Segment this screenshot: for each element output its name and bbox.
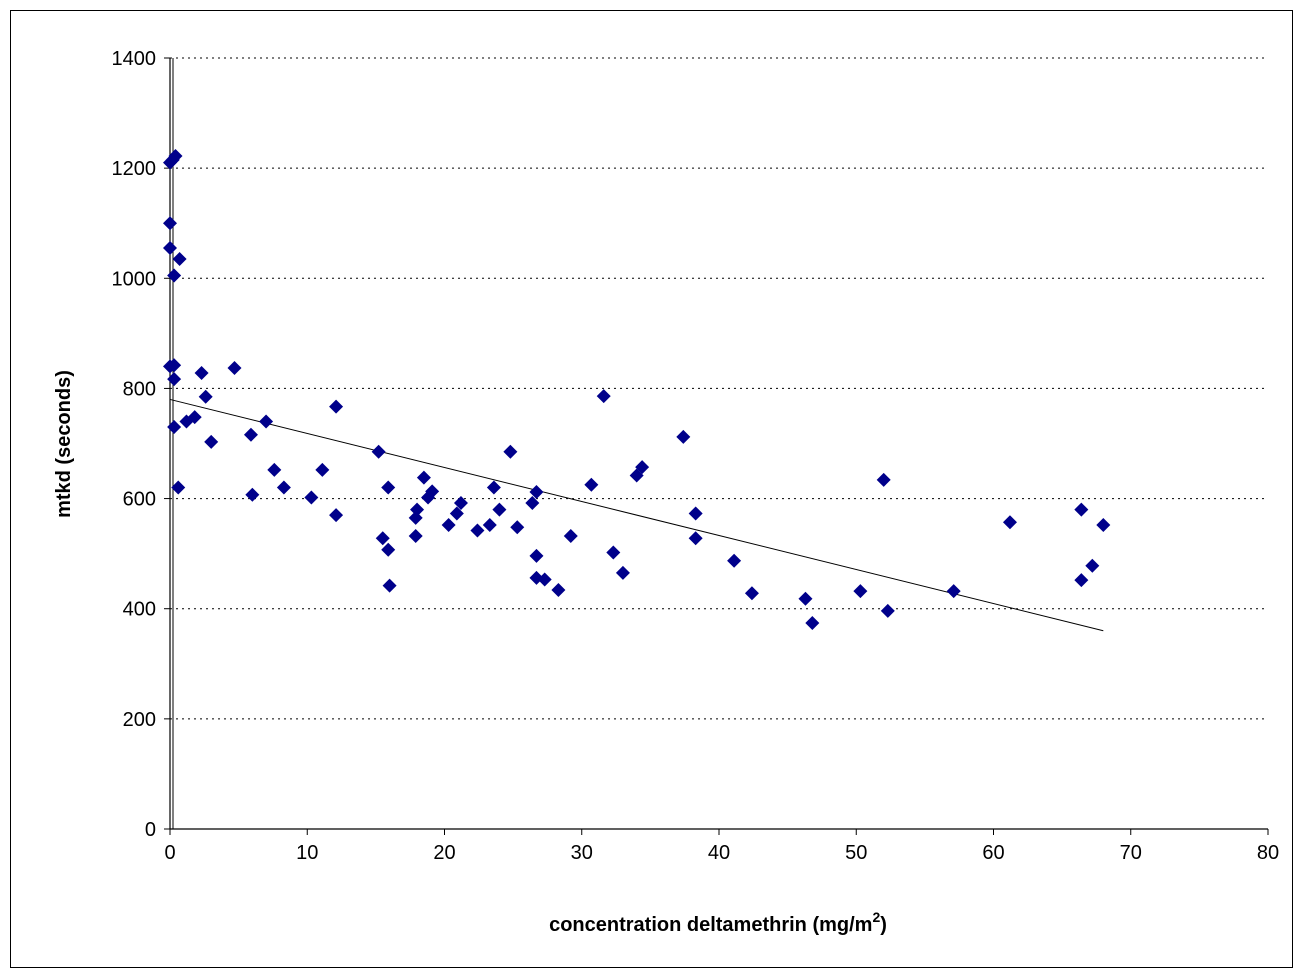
data-point-5	[172, 252, 187, 267]
data-point-21	[267, 462, 282, 477]
data-point-54	[584, 477, 599, 492]
data-point-27	[371, 444, 386, 459]
trendline	[169, 398, 1104, 632]
data-point-38	[441, 518, 456, 533]
data-point-10	[167, 419, 182, 434]
data-point-65	[798, 591, 813, 606]
data-point-39	[449, 506, 464, 521]
x-axis-title: concentration deltamethrin (mg/m2)	[549, 909, 887, 936]
data-point-24	[315, 462, 330, 477]
data-point-14	[194, 366, 209, 381]
data-point-49	[529, 548, 544, 563]
x-tick-label-30: 30	[571, 842, 593, 864]
x-axis-title-superscript: 2	[872, 909, 880, 925]
data-point-11	[171, 480, 186, 495]
data-point-66	[805, 616, 820, 631]
y-tick-label-1400: 1400	[112, 48, 157, 70]
data-point-32	[408, 529, 423, 544]
data-point-9	[167, 372, 182, 387]
data-point-25	[329, 399, 344, 414]
x-tick-label-80: 80	[1257, 842, 1279, 864]
data-point-61	[688, 506, 703, 521]
data-point-46	[510, 520, 525, 535]
x-tick-label-70: 70	[1120, 842, 1142, 864]
data-point-34	[410, 502, 425, 517]
data-point-57	[615, 565, 630, 580]
data-point-4	[163, 240, 177, 255]
data-point-28	[375, 531, 390, 546]
y-tick-label-600: 600	[123, 489, 156, 511]
data-point-55	[596, 389, 611, 404]
x-tick-label-50: 50	[845, 842, 867, 864]
data-point-43	[486, 480, 501, 495]
data-point-42	[482, 518, 497, 533]
y-tick-labels: 0 200 400 600 800 1000 1200 1400	[112, 48, 157, 841]
data-point-69	[880, 603, 895, 618]
data-point-30	[382, 578, 397, 593]
data-points	[163, 149, 1111, 631]
data-point-8	[167, 358, 182, 373]
data-point-19	[245, 487, 260, 502]
y-tick-label-1000: 1000	[112, 268, 157, 290]
data-point-18	[243, 427, 258, 442]
x-tick-labels: 0 10 20 30 40 50 60 70 80	[164, 842, 1279, 864]
y-tick-label-1200: 1200	[112, 158, 157, 180]
y-tick-label-800: 800	[123, 378, 156, 400]
data-point-64	[744, 586, 759, 601]
data-point-53	[563, 529, 578, 544]
data-point-15	[198, 389, 213, 404]
x-tick-label-20: 20	[433, 842, 455, 864]
data-point-72	[1074, 502, 1089, 517]
data-point-35	[416, 470, 431, 485]
data-point-74	[1085, 558, 1100, 573]
data-point-70	[946, 584, 961, 599]
data-point-59	[635, 460, 650, 475]
y-tick-label-0: 0	[145, 819, 156, 841]
x-tick-label-10: 10	[296, 842, 318, 864]
data-point-2	[168, 149, 183, 164]
data-point-67	[853, 584, 868, 599]
data-point-31	[381, 480, 396, 495]
data-point-68	[876, 472, 891, 487]
data-point-75	[1096, 518, 1111, 533]
data-point-22	[276, 480, 291, 495]
data-point-13	[187, 410, 202, 425]
y-tick-label-400: 400	[123, 599, 156, 621]
data-point-51	[537, 572, 552, 587]
data-point-41	[470, 523, 485, 538]
gridlines	[170, 57, 1268, 720]
x-tick-label-40: 40	[708, 842, 730, 864]
chart-frame	[10, 10, 1293, 968]
data-point-52	[551, 582, 566, 597]
data-point-48	[529, 484, 544, 499]
data-point-16	[204, 434, 219, 449]
data-point-26	[329, 508, 344, 523]
y-axis-title: mtkd (seconds)	[53, 370, 75, 518]
data-point-29	[381, 542, 396, 557]
data-point-6	[167, 268, 182, 283]
data-point-37	[425, 484, 440, 499]
data-point-60	[676, 429, 691, 444]
data-point-3	[163, 216, 177, 231]
data-point-56	[606, 545, 621, 560]
data-point-62	[688, 531, 703, 546]
x-tick-label-60: 60	[982, 842, 1004, 864]
data-point-40	[453, 495, 468, 510]
trendline-group	[169, 398, 1104, 632]
data-point-73	[1074, 573, 1089, 588]
x-tick-label-0: 0	[164, 842, 175, 864]
data-point-17	[227, 361, 242, 376]
x-axis-title-main: concentration deltamethrin (mg/m	[549, 914, 872, 936]
data-point-44	[492, 502, 507, 517]
data-point-20	[259, 414, 274, 429]
data-point-45	[503, 444, 518, 459]
data-point-63	[727, 553, 742, 568]
x-axis-title-close: )	[880, 914, 887, 936]
data-point-71	[1002, 515, 1017, 530]
data-point-23	[304, 490, 319, 505]
y-tick-label-200: 200	[123, 709, 156, 731]
data-point-47	[525, 495, 540, 510]
